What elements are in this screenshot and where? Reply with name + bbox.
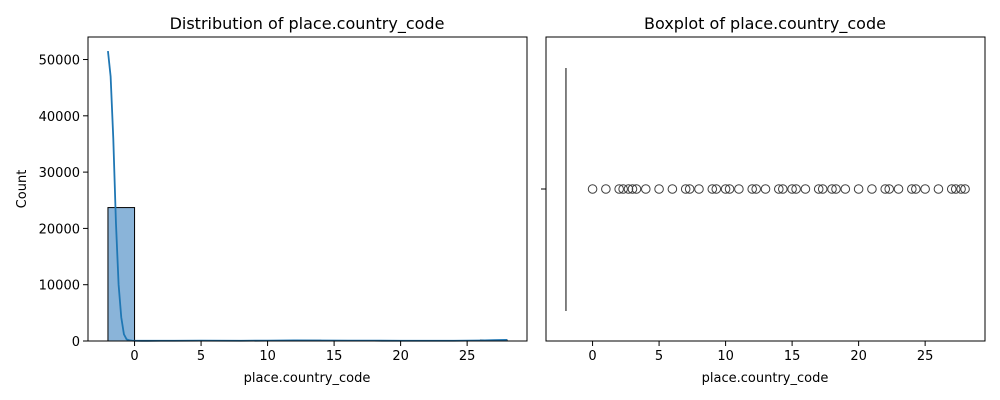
boxplot-outliers [587,184,970,194]
y-tick-label: 40000 [39,110,80,125]
outlier-point [680,184,691,194]
boxplot-panel: Boxplot of place.country_code 0 5 10 15 20 25… [541,14,986,386]
y-tick-label: 0 [72,335,80,350]
outlier-point [627,184,638,194]
outlier-point [893,184,904,194]
x-tick-label: 5 [655,349,663,364]
histogram-panel: Distribution of place.country_code 0 5 10 1… [15,14,528,386]
histogram-x-ticks: 0 5 10 15 20 25 [130,341,475,364]
x-tick-label: 0 [130,349,138,364]
outlier-point [960,184,970,194]
outlier-point [817,184,828,194]
histogram-x-label: place.country_code [244,371,371,386]
outlier-point [956,184,966,194]
x-tick-label: 20 [850,349,867,364]
outlier-point [840,184,851,194]
x-tick-label: 25 [917,349,934,364]
outlier-point [587,184,598,194]
outlier-point [787,184,797,194]
x-tick-label: 25 [459,349,476,364]
histogram-y-ticks: 0 10000 20000 30000 40000 50000 [39,54,88,350]
outlier-point [724,184,735,194]
outlier-point [920,184,930,194]
outlier-point [884,184,895,194]
outlier-point [950,184,961,194]
histogram-bars [107,207,508,342]
boxplot-x-ticks: 0 5 10 15 20 25 [588,341,933,364]
x-tick-label: 10 [259,349,276,364]
kde-line [107,50,508,342]
outlier-point [867,184,877,194]
outlier-point [946,184,957,194]
x-tick-label: 0 [588,349,596,364]
outlier-point [640,184,651,194]
outlier-point [654,184,664,194]
outlier-point [711,184,722,194]
outlier-point [880,184,891,194]
outlier-point [734,184,744,194]
outlier-point [747,184,757,194]
outlier-point [667,184,678,194]
histogram-y-label: Count [15,170,30,209]
outlier-point [907,184,917,194]
outlier-point [707,184,718,194]
y-tick-label: 30000 [39,166,80,181]
histogram-title: Distribution of place.country_code [170,14,445,34]
y-tick-label: 20000 [39,222,80,237]
x-tick-label: 20 [392,349,409,364]
outlier-point [791,184,801,194]
outlier-point [720,184,731,194]
outlier-point [853,184,864,194]
x-tick-label: 5 [197,349,205,364]
outlier-point [827,184,837,194]
outlier-point [760,184,771,194]
boxplot-x-label: place.country_code [702,371,829,386]
outlier-point [601,184,611,194]
outlier-point [631,184,642,194]
y-tick-label: 10000 [39,279,80,294]
outlier-point [684,184,695,194]
outlier-point [831,184,841,194]
outlier-point [623,184,634,194]
outlier-point [911,184,921,194]
outlier-point [800,184,811,194]
x-tick-label: 10 [717,349,734,364]
outlier-point [618,184,628,194]
x-tick-label: 15 [784,349,801,364]
y-tick-label: 50000 [39,54,80,69]
outlier-point [614,184,624,194]
histogram-axes-frame [87,36,528,342]
outlier-point [777,184,788,194]
outlier-point [751,184,761,194]
boxplot-axes-frame [545,36,986,342]
outlier-point [694,184,704,194]
outlier-point [933,184,944,194]
outlier-point [813,184,824,194]
boxplot-title: Boxplot of place.country_code [644,14,886,34]
outlier-point [774,184,784,194]
x-tick-label: 15 [326,349,343,364]
